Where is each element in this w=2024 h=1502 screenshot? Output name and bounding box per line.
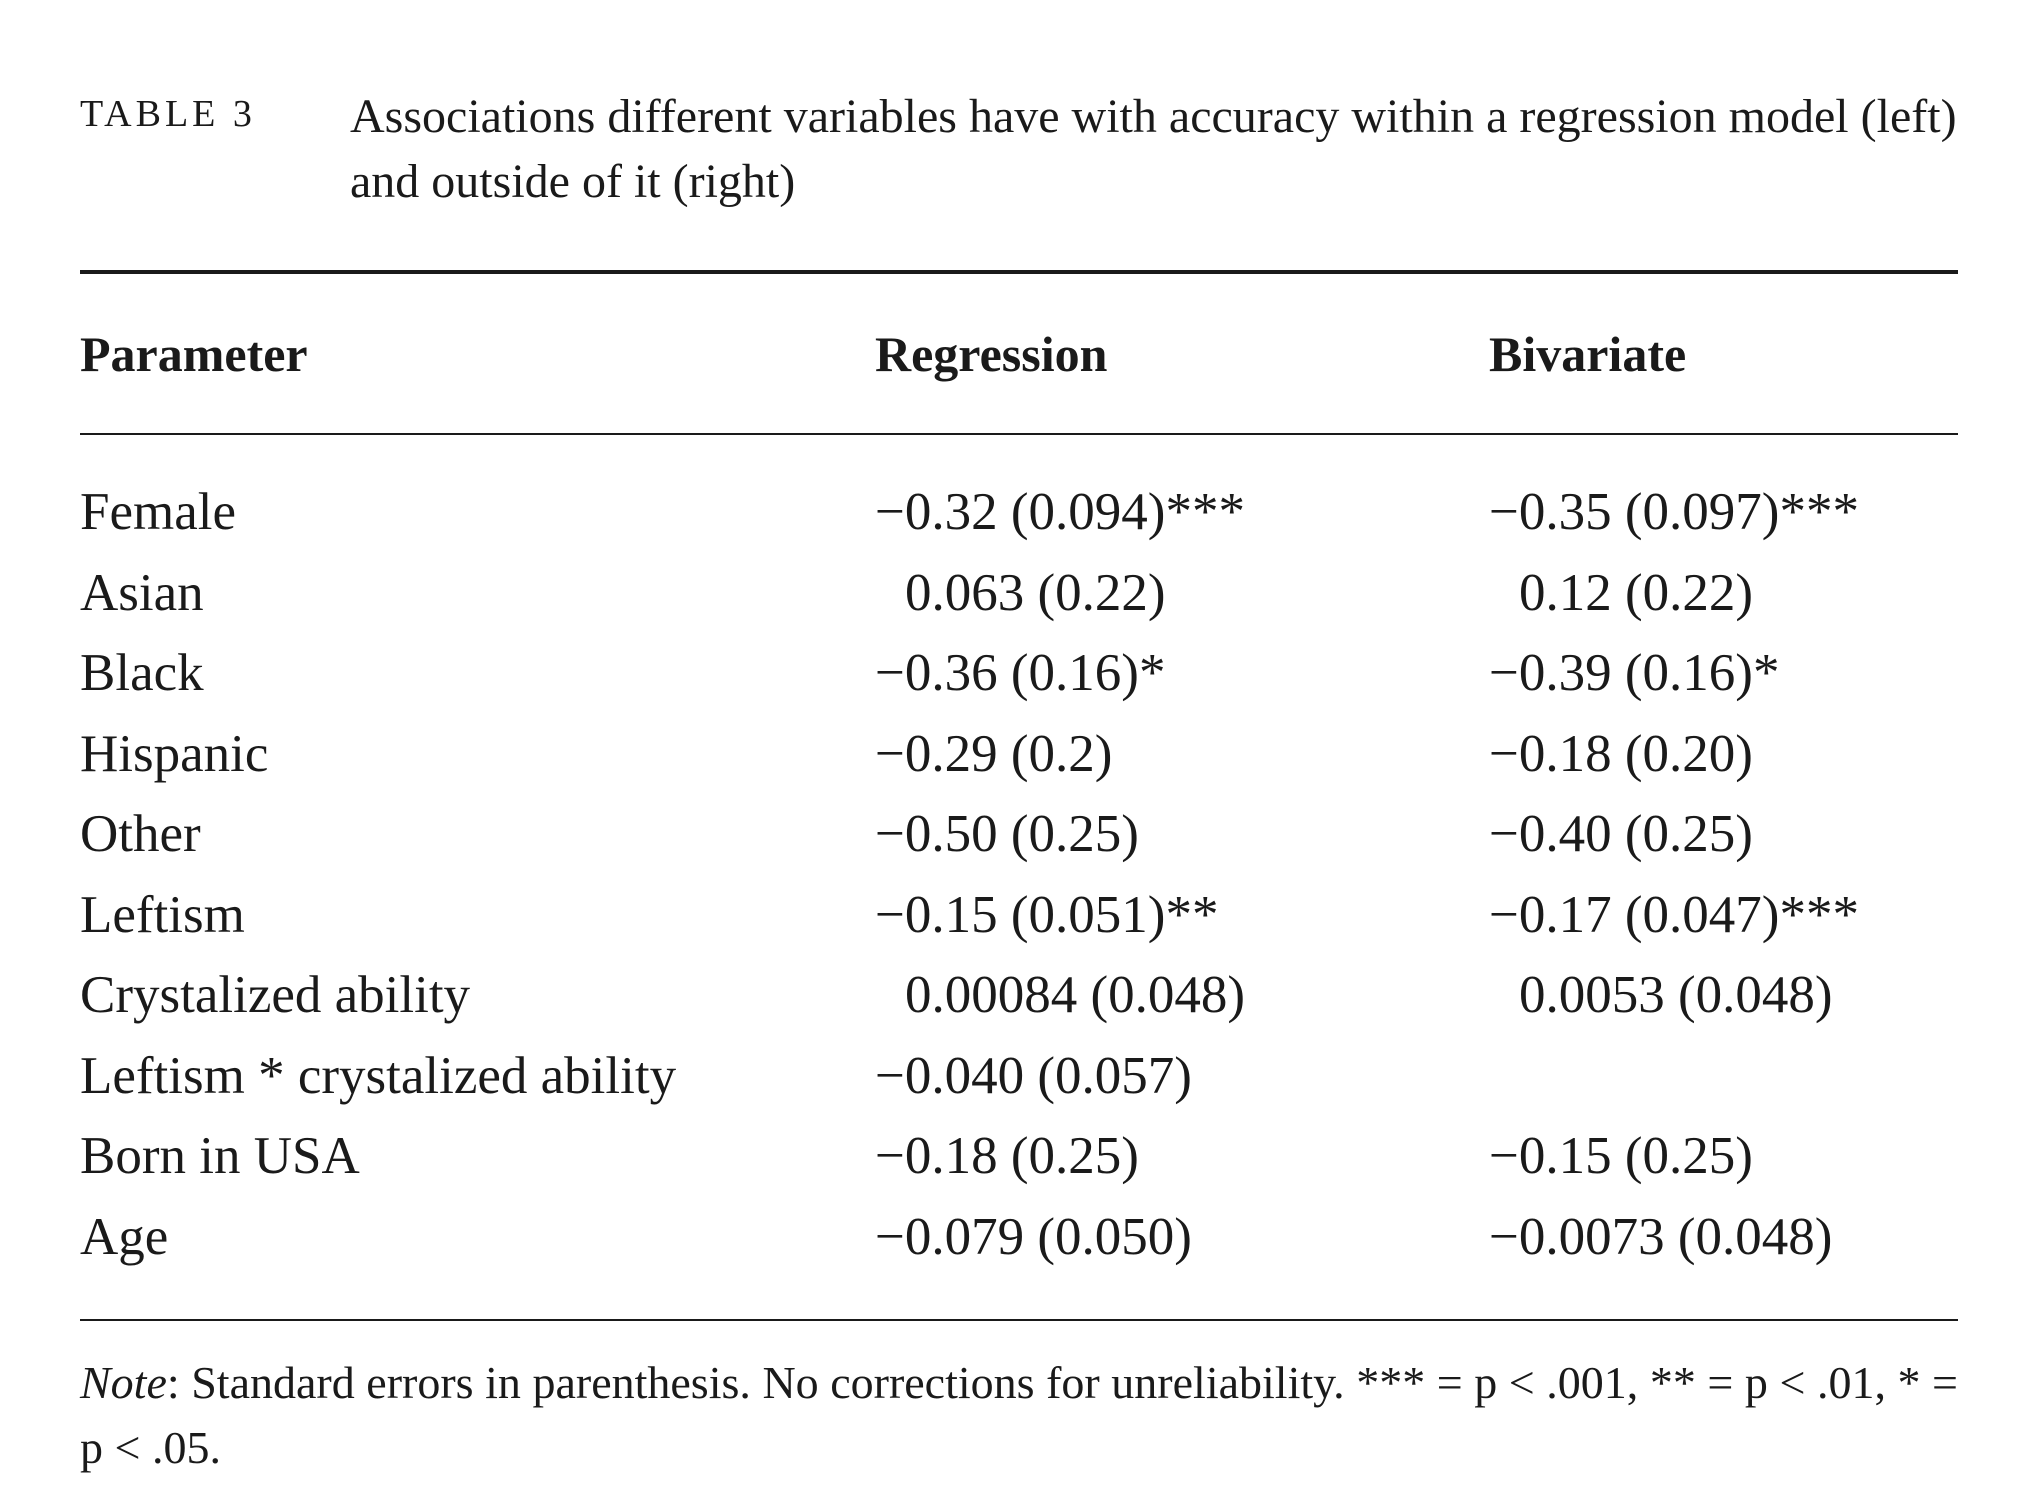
row-label: Black [80, 644, 204, 702]
table-cell: 0.063 (0.22) [905, 563, 1166, 622]
table-cell: −0.15 (0.25) [1489, 1127, 1753, 1185]
table-cell: −0.40 (0.25) [1489, 805, 1753, 863]
table-cell: 0.12 (0.22) [1519, 563, 1754, 622]
row-label: Hispanic [80, 724, 269, 783]
table-cell: −0.040 (0.057) [875, 1046, 1192, 1105]
bottom-rule [80, 1319, 1958, 1321]
table-cell: −0.079 (0.050) [875, 1207, 1192, 1266]
table-cell: 0.00084 (0.048) [905, 966, 1246, 1024]
row-label: Leftism [80, 885, 245, 944]
table-cell: 0.0053 (0.048) [1519, 966, 1833, 1024]
row-label: Leftism * crystalized ability [80, 1046, 677, 1105]
top-rule [80, 270, 1958, 274]
table-cell: −0.36 (0.16)* [875, 644, 1166, 702]
caption-label: TABLE 3 [80, 93, 256, 135]
row-label: Age [80, 1207, 169, 1266]
table-cell: −0.39 (0.16)* [1489, 644, 1780, 702]
column-header: Bivariate [1489, 326, 1687, 382]
header-rule [80, 433, 1958, 435]
row-label: Crystalized ability [80, 966, 471, 1024]
table-cell: −0.32 (0.094)*** [875, 483, 1245, 541]
note-text: : Standard errors in parenthesis. No cor… [80, 1357, 1958, 1473]
row-label: Other [80, 805, 201, 863]
row-label: Female [80, 483, 236, 541]
table-cell: −0.18 (0.20) [1489, 724, 1753, 783]
table-cell: −0.17 (0.047)*** [1489, 885, 1859, 944]
row-label: Born in USA [80, 1127, 360, 1185]
table-cell: −0.18 (0.25) [875, 1127, 1139, 1185]
table-cell: −0.50 (0.25) [875, 805, 1139, 863]
caption-text: Associations different variables have wi… [350, 90, 1957, 208]
row-label: Asian [80, 563, 204, 622]
table-cell: −0.15 (0.051)** [875, 885, 1219, 944]
table-cell: −0.29 (0.2) [875, 724, 1113, 783]
table-cell: −0.35 (0.097)*** [1489, 483, 1859, 541]
column-header: Regression [875, 326, 1108, 382]
table-note: Note: Standard errors in parenthesis. No… [80, 1350, 1958, 1480]
note-label: Note [80, 1357, 167, 1408]
column-header: Parameter [80, 326, 308, 382]
table-cell: −0.0073 (0.048) [1489, 1207, 1833, 1266]
